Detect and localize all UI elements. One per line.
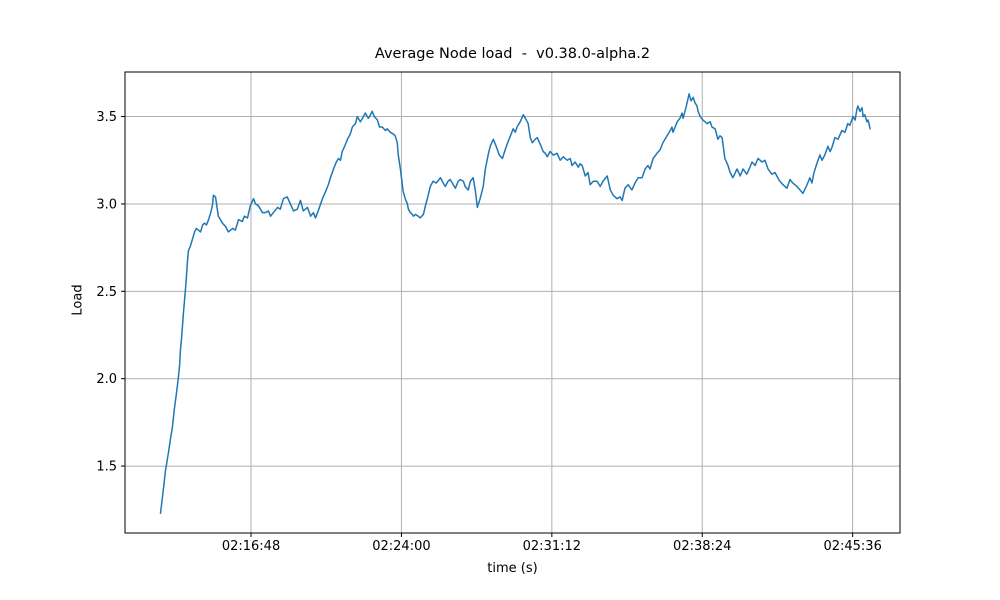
x-tick-label: 02:16:48 — [222, 539, 280, 554]
x-axis-label: time (s) — [487, 561, 538, 576]
load-line-series — [159, 93, 871, 514]
chart-title: Average Node load - v0.38.0-alpha.2 — [374, 46, 651, 62]
y-tick-label: 1.5 — [96, 460, 117, 475]
y-tick-label: 3.0 — [96, 197, 117, 212]
x-tick-label: 02:31:12 — [523, 539, 581, 554]
y-tick-label: 3.5 — [96, 110, 117, 125]
x-tick-label: 02:45:36 — [823, 539, 881, 554]
x-tick-label: 02:24:00 — [372, 539, 430, 554]
y-tick-label: 2.5 — [96, 285, 117, 300]
axes-border — [124, 71, 901, 534]
x-tick-label: 02:38:24 — [673, 539, 731, 554]
y-tick-label: 2.0 — [96, 372, 117, 387]
y-axis-label: Load — [70, 284, 86, 316]
